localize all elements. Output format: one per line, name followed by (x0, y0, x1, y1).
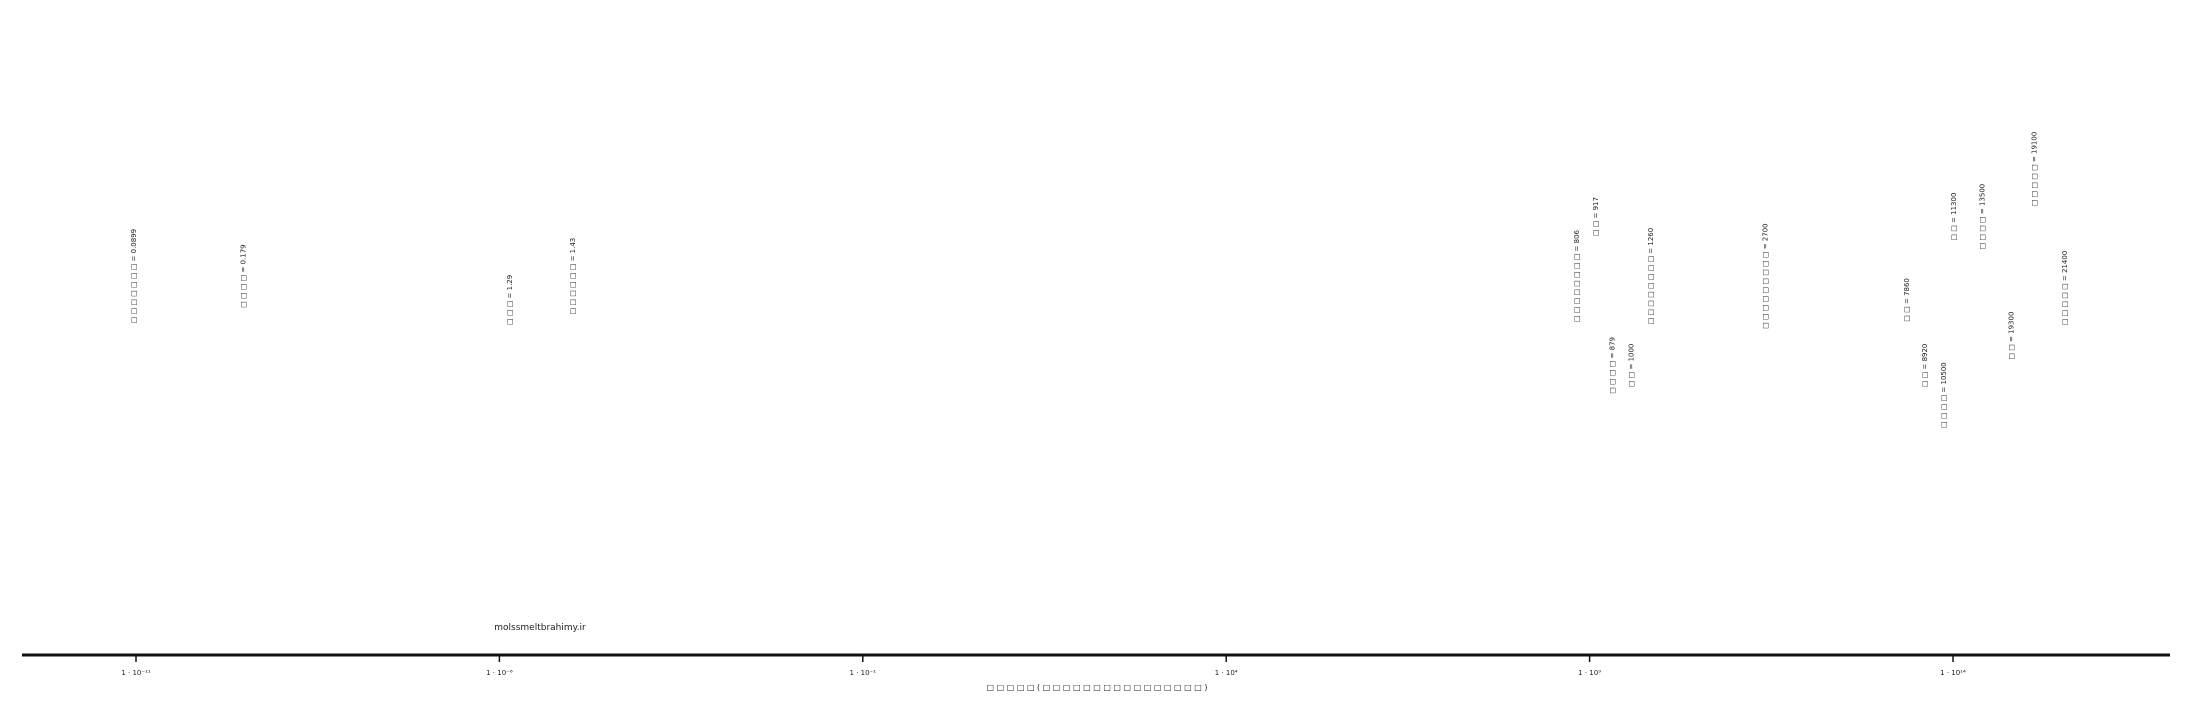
density-annotation: □ □ = 19300 (2008, 312, 2016, 360)
annotation-layer: □ □ □ □ □ □ □ = 0.0899 □ □ □ □ = 0.179 □ □… (130, 132, 2069, 428)
x-tick-label: 1 · 10⁻¹¹ (121, 669, 151, 677)
density-annotation: □ □ □ □ = 0.179 (239, 244, 247, 308)
density-annotation: □ □ □ □ □ □ = 1.43 (569, 238, 577, 315)
density-annotation: □ □ = 11300 (1950, 193, 1958, 241)
watermark: molssmeltbrahimy.ir (494, 623, 586, 633)
density-annotation: □ □ = 1000 (1627, 344, 1635, 388)
density-annotation: □ □ □ □ = 879 (1609, 337, 1617, 394)
x-tick-label: 1 · 10⁻⁶ (486, 669, 513, 677)
density-annotation: □ □ □ □ = 10500 (1940, 362, 1948, 428)
density-annotation: □ □ = 7860 (1903, 278, 1911, 322)
x-tick-label: 1 · 10¹⁴ (1940, 669, 1966, 677)
density-annotation: □ □ □ □ □ = 21400 (2061, 251, 2069, 326)
x-axis-ticks: 1 · 10⁻¹¹ 1 · 10⁻⁶ 1 · 10⁻¹ 1 · 10⁴ 1 · 10⁹ 1… (121, 655, 1966, 677)
density-annotation: □ □ = 917 (1592, 197, 1600, 236)
density-annotation: □ □ □ □ □ □ □ = 0.0899 (130, 229, 138, 323)
x-tick-label: 1 · 10⁹ (1578, 669, 1601, 677)
density-annotation: □ □ □ = 1.29 (506, 275, 514, 325)
x-axis-label: □ □ □ □ □ ( □ □ □ □ □ □ □ □ □ □ □ □ □ □ … (987, 683, 1208, 692)
density-annotation: □ □ □ □ □ □ □ □ □ = 2700 (1762, 223, 1770, 328)
x-tick-label: 1 · 10⁴ (1215, 669, 1238, 677)
density-annotation: □ □ □ □ □ □ □ □ = 806 (1573, 229, 1581, 322)
density-annotation: □ □ □ □ □ □ □ □ = 1260 (1647, 228, 1655, 325)
x-tick-label: 1 · 10⁻¹ (850, 669, 877, 677)
density-annotation: □ □ □ □ □ = 19100 (2030, 132, 2038, 207)
density-annotation: □ □ □ □ = 13500 (1978, 184, 1986, 250)
density-annotation: □ □ = 8920 (1921, 344, 1929, 388)
